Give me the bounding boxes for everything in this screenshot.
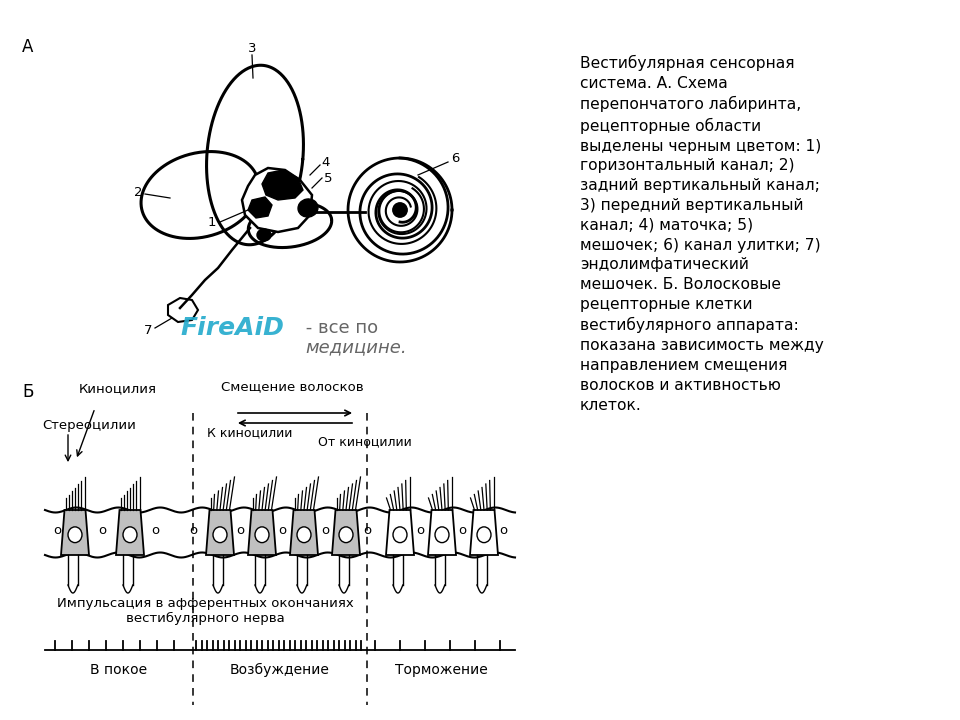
Text: 6: 6 <box>451 151 459 164</box>
Text: Б: Б <box>22 383 34 401</box>
Polygon shape <box>470 510 498 555</box>
Text: 4: 4 <box>322 156 330 168</box>
Text: o: o <box>278 523 286 536</box>
Polygon shape <box>61 510 89 555</box>
Text: В покое: В покое <box>90 663 148 677</box>
Text: FireAiD: FireAiD <box>180 316 284 340</box>
Ellipse shape <box>257 229 271 241</box>
Polygon shape <box>428 510 456 555</box>
Text: 3: 3 <box>248 42 256 55</box>
Text: От киноцилии: От киноцилии <box>318 435 412 448</box>
Text: o: o <box>499 523 507 536</box>
Text: o: o <box>151 523 159 536</box>
Ellipse shape <box>213 527 227 543</box>
Ellipse shape <box>477 527 491 543</box>
Text: 1: 1 <box>207 215 216 228</box>
Polygon shape <box>386 510 414 555</box>
Text: - все по: - все по <box>300 319 378 337</box>
Text: o: o <box>321 523 329 536</box>
Text: Торможение: Торможение <box>395 663 488 677</box>
Polygon shape <box>242 168 312 232</box>
Polygon shape <box>168 298 198 322</box>
Text: Вестибулярная сенсорная
система. А. Схема
перепончатого лабиринта,
рецепторные о: Вестибулярная сенсорная система. А. Схем… <box>580 55 824 413</box>
Polygon shape <box>248 197 272 218</box>
Ellipse shape <box>297 527 311 543</box>
Text: 5: 5 <box>324 171 332 184</box>
Text: o: o <box>458 523 466 536</box>
Text: o: o <box>236 523 244 536</box>
Text: Стереоцилии: Стереоцилии <box>42 418 136 431</box>
Text: o: o <box>416 523 424 536</box>
Polygon shape <box>116 510 144 555</box>
Ellipse shape <box>339 527 353 543</box>
Ellipse shape <box>123 527 137 543</box>
Text: o: o <box>53 523 61 536</box>
Text: Импульсация в афферентных окончаниях
вестибулярного нерва: Импульсация в афферентных окончаниях вес… <box>57 597 353 625</box>
Polygon shape <box>262 170 303 200</box>
Text: o: o <box>98 523 106 536</box>
Polygon shape <box>206 510 234 555</box>
Ellipse shape <box>435 527 449 543</box>
Ellipse shape <box>68 527 82 543</box>
Polygon shape <box>332 510 360 555</box>
Ellipse shape <box>393 527 407 543</box>
Text: Киноцилия: Киноцилия <box>79 382 157 395</box>
Text: o: o <box>363 523 372 536</box>
Text: 2: 2 <box>133 186 142 199</box>
Text: Возбуждение: Возбуждение <box>230 663 330 677</box>
Circle shape <box>393 203 407 217</box>
Text: А: А <box>22 38 34 56</box>
Ellipse shape <box>255 527 269 543</box>
Text: Смещение волосков: Смещение волосков <box>221 380 363 393</box>
Text: К киноцилии: К киноцилии <box>207 426 293 439</box>
Text: медицине.: медицине. <box>305 338 407 356</box>
Polygon shape <box>248 510 276 555</box>
Polygon shape <box>290 510 318 555</box>
Ellipse shape <box>298 199 318 217</box>
Text: o: o <box>189 523 197 536</box>
Text: 7: 7 <box>144 323 153 336</box>
